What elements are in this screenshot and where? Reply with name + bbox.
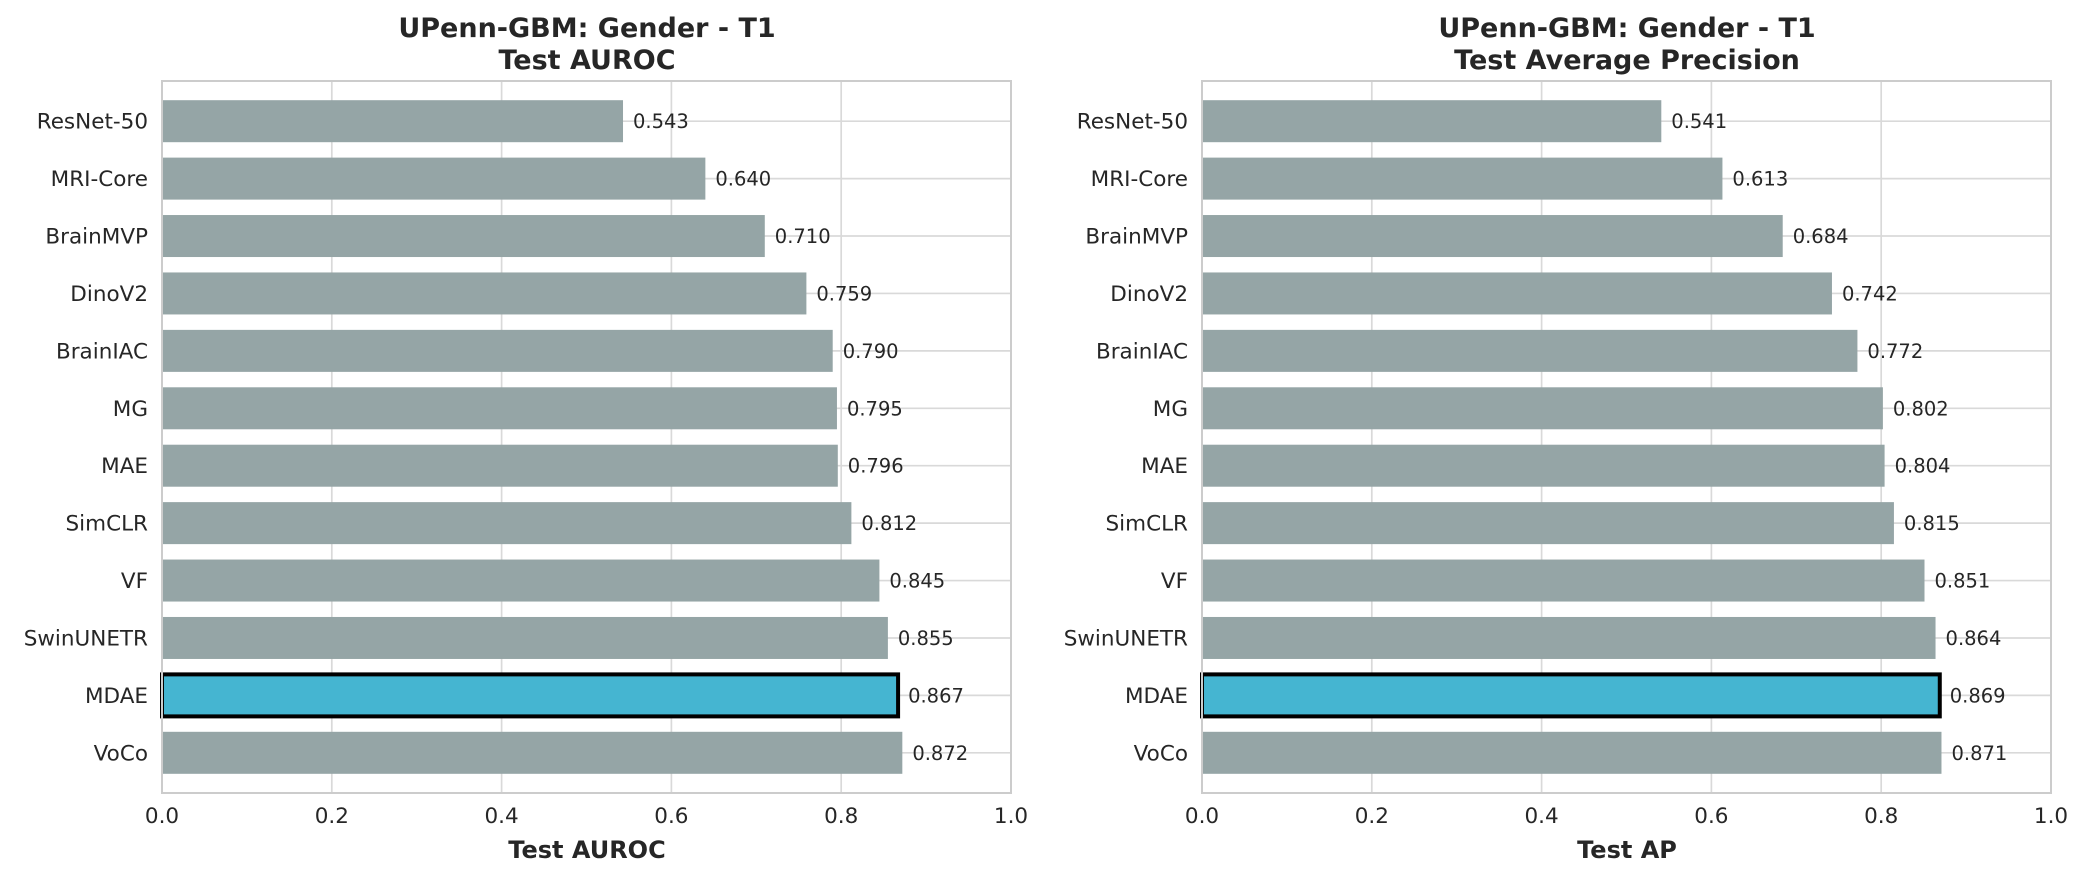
auroc-x-tick-label: 0.6 <box>654 804 688 829</box>
ap-bar-mae <box>1202 444 1885 487</box>
auroc-bar-swinunetr <box>162 616 888 659</box>
ap-value-label: 0.541 <box>1671 110 1727 133</box>
auroc-x-tick-label: 0.2 <box>315 804 349 829</box>
auroc-bar-brainmvp <box>162 215 765 258</box>
auroc-bar-vf <box>162 559 880 602</box>
auroc-x-tick-label: 1.0 <box>994 804 1028 829</box>
auroc-category-label: VoCo <box>94 741 148 766</box>
ap-value-label: 0.684 <box>1793 225 1849 248</box>
auroc-category-label: MG <box>113 397 148 422</box>
auroc-bar-simclr <box>162 502 852 545</box>
ap-bar-brainiac <box>1202 329 1858 372</box>
ap-bar-mri-core <box>1202 157 1723 200</box>
auroc-category-label: DinoV2 <box>70 282 148 307</box>
ap-x-tick-label: 0.4 <box>1524 804 1558 829</box>
ap-bar-mg <box>1202 387 1883 430</box>
ap-bar-resnet-50 <box>1202 100 1662 143</box>
auroc-x-tick-label: 0.0 <box>145 804 179 829</box>
ap-value-label: 0.869 <box>1950 684 2006 707</box>
auroc-bar-voco <box>162 731 903 774</box>
auroc-value-label: 0.872 <box>912 742 968 765</box>
ap-bar-mdae <box>1200 672 1942 719</box>
ap-x-tick-label: 0.2 <box>1355 804 1389 829</box>
ap-value-label: 0.802 <box>1893 397 1949 420</box>
ap-x-tick-label: 0.8 <box>1864 804 1898 829</box>
ap-value-label: 0.851 <box>1934 570 1990 593</box>
ap-x-tick-label: 1.0 <box>2034 804 2068 829</box>
auroc-chart-panel: UPenn-GBM: Gender - T1 Test AUROC Test A… <box>24 13 1028 864</box>
auroc-chart-title-line1: UPenn-GBM: Gender - T1 <box>398 13 775 44</box>
auroc-category-label: MAE <box>101 454 148 479</box>
auroc-category-label: SwinUNETR <box>24 626 148 651</box>
ap-bar-simclr <box>1202 502 1894 545</box>
auroc-value-label: 0.796 <box>848 455 904 478</box>
auroc-value-label: 0.790 <box>843 340 899 363</box>
ap-bar-vf <box>1202 559 1925 602</box>
ap-category-label: BrainIAC <box>1096 339 1188 364</box>
ap-chart-title-line2: Test Average Precision <box>1454 45 1800 76</box>
auroc-bar-mdae <box>160 672 901 719</box>
auroc-chart-title-line2: Test AUROC <box>498 45 675 76</box>
ap-value-label: 0.742 <box>1842 282 1898 305</box>
auroc-bar-resnet-50 <box>162 100 624 143</box>
ap-x-axis-label: Test AP <box>1577 836 1677 864</box>
auroc-value-label: 0.812 <box>861 512 917 535</box>
ap-value-label: 0.864 <box>1946 627 2002 650</box>
auroc-x-tick-label: 0.8 <box>824 804 858 829</box>
ap-category-label: BrainMVP <box>1085 225 1188 250</box>
ap-bar-swinunetr <box>1202 616 1936 659</box>
auroc-value-label: 0.845 <box>889 570 945 593</box>
auroc-bar-brainiac <box>162 329 833 372</box>
ap-x-tick-label: 0.6 <box>1694 804 1728 829</box>
auroc-bar-mg <box>162 387 837 430</box>
ap-plot-frame <box>1201 80 2052 794</box>
ap-value-label: 0.804 <box>1895 455 1951 478</box>
ap-category-label: VoCo <box>1134 741 1188 766</box>
auroc-value-label: 0.710 <box>775 225 831 248</box>
auroc-category-label: BrainMVP <box>45 225 148 250</box>
auroc-value-label: 0.640 <box>715 168 771 191</box>
ap-value-label: 0.613 <box>1732 168 1788 191</box>
auroc-x-tick-label: 0.4 <box>484 804 518 829</box>
ap-value-label: 0.871 <box>1951 742 2007 765</box>
auroc-category-label: MDAE <box>85 684 148 709</box>
ap-category-label: SwinUNETR <box>1064 626 1188 651</box>
auroc-value-label: 0.759 <box>816 282 872 305</box>
ap-category-label: DinoV2 <box>1110 282 1188 307</box>
auroc-bar-mri-core <box>162 157 706 200</box>
auroc-category-label: MRI-Core <box>51 167 148 192</box>
auroc-value-label: 0.795 <box>847 397 903 420</box>
ap-category-label: MG <box>1153 397 1188 422</box>
auroc-value-label: 0.543 <box>633 110 689 133</box>
auroc-category-label: ResNet-50 <box>37 110 148 135</box>
ap-x-tick-label: 0.0 <box>1185 804 1219 829</box>
ap-bar-dinov2 <box>1202 272 1832 315</box>
auroc-x-axis-label: Test AUROC <box>508 836 665 864</box>
ap-value-label: 0.815 <box>1904 512 1960 535</box>
ap-category-label: VF <box>1161 569 1188 594</box>
auroc-category-label: SimCLR <box>66 512 149 537</box>
ap-bar-voco <box>1202 731 1942 774</box>
auroc-value-label: 0.855 <box>898 627 954 650</box>
auroc-plot-frame <box>161 80 1012 794</box>
ap-category-label: SimCLR <box>1106 512 1189 537</box>
ap-category-label: MDAE <box>1125 684 1188 709</box>
auroc-value-label: 0.867 <box>908 684 964 707</box>
ap-category-label: ResNet-50 <box>1077 110 1188 135</box>
ap-bar-brainmvp <box>1202 215 1783 258</box>
auroc-category-label: BrainIAC <box>56 339 148 364</box>
auroc-category-label: VF <box>121 569 148 594</box>
ap-chart-title-line1: UPenn-GBM: Gender - T1 <box>1438 13 1815 44</box>
auroc-bar-dinov2 <box>162 272 807 315</box>
auroc-bar-mae <box>162 444 838 487</box>
ap-chart-panel: UPenn-GBM: Gender - T1 Test Average Prec… <box>1064 13 2068 864</box>
ap-value-label: 0.772 <box>1867 340 1923 363</box>
ap-category-label: MRI-Core <box>1091 167 1188 192</box>
ap-category-label: MAE <box>1141 454 1188 479</box>
